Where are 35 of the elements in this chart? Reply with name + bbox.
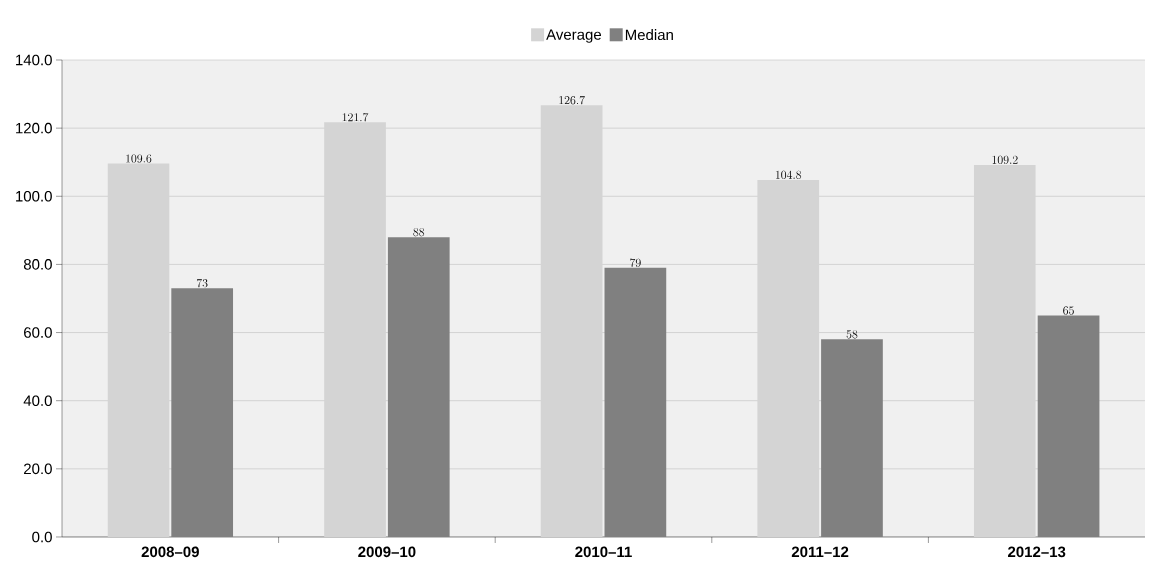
bar — [107, 163, 170, 537]
bar — [1037, 315, 1100, 537]
x-tick-label: 2008–09 — [141, 546, 199, 558]
y-tick-label: 60.0 — [24, 327, 52, 338]
legend-label: Average — [546, 29, 602, 43]
bar — [324, 122, 386, 537]
bar — [821, 339, 883, 537]
x-tick-label: 2009–10 — [358, 546, 416, 558]
data-label: 121 .7 — [342, 113, 369, 122]
data-label: 109.6 — [126, 154, 152, 163]
bar — [171, 288, 234, 537]
y-tick-label: 80.0 — [23, 259, 52, 270]
data-label: 58 — [846, 330, 858, 339]
y-tick-label: 120.0 — [16, 122, 52, 134]
bar — [387, 237, 450, 537]
bar — [973, 164, 1036, 537]
bar — [540, 105, 603, 537]
y-tick-label: 100.0 — [16, 190, 52, 202]
y-tick-label: 0.0 — [32, 531, 52, 543]
data-label: 88 — [413, 227, 425, 237]
x-tick-label: 2011–12 — [791, 546, 849, 558]
y-tick-label: 20.0 — [24, 463, 52, 475]
data-label: 73 — [196, 278, 208, 288]
data-label: 109.2 — [992, 155, 1018, 164]
y-tick-label: 40.0 — [23, 395, 52, 407]
data-label: 65 — [1063, 306, 1074, 315]
x-tick-label: 2012–13 — [1008, 546, 1066, 558]
bar — [604, 267, 667, 537]
data-label: 104.8 — [775, 170, 802, 179]
data-label: 79 — [630, 258, 641, 267]
y-tick-label: 140.0 — [16, 54, 52, 66]
x-tick-label: 2010–11 — [575, 546, 632, 558]
data-label: 126.7 — [559, 96, 585, 105]
bar — [757, 179, 820, 537]
legend-label: Median — [625, 29, 673, 41]
